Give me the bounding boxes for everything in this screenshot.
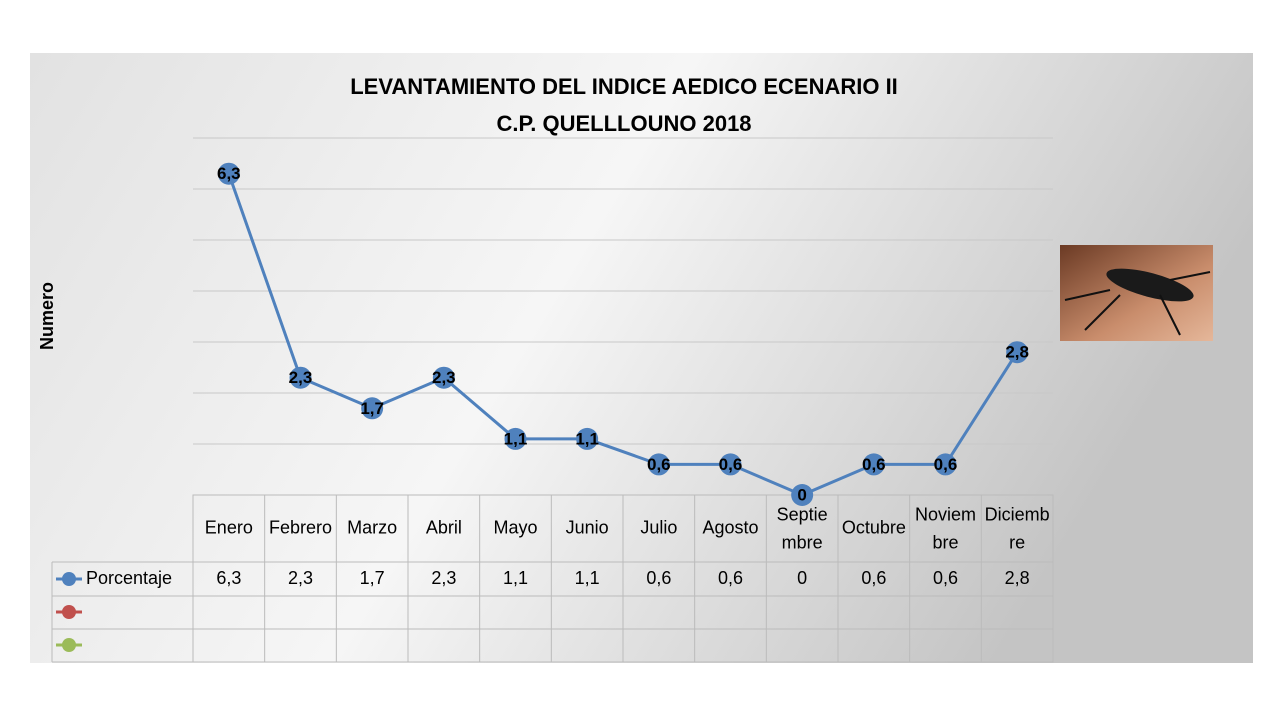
x-tick-label: Mayo (493, 517, 537, 537)
data-label: 2,3 (432, 368, 456, 387)
x-tick-label: Julio (640, 517, 677, 537)
chart-title: C.P. QUELLLOUNO 2018 (496, 111, 751, 136)
point (719, 453, 742, 476)
table-value: 0,6 (933, 568, 958, 588)
x-tick-label: Enero (205, 517, 253, 537)
table-value: 1,7 (360, 568, 385, 588)
data-label: 0,6 (862, 455, 886, 474)
legend-label: Porcentaje (86, 568, 172, 588)
x-tick-label: Octubre (842, 517, 906, 537)
mosquito-image (1060, 245, 1213, 341)
data-label: 0,6 (719, 455, 743, 474)
data-table: Enero Febrero Marzo Abril Mayo Junio Julio Agos… (51, 494, 1054, 663)
table-value: 2,3 (288, 568, 313, 588)
x-tick-label: Junio (566, 517, 609, 537)
table-value: 2,3 (431, 568, 456, 588)
table-value: 0,6 (718, 568, 743, 588)
table-value: 0 (797, 568, 807, 588)
x-tick-label: Abril (426, 517, 462, 537)
chart-title: LEVANTAMIENTO DEL INDICE AEDICO ECENARIO… (350, 74, 898, 99)
x-tick-label: Febrero (269, 517, 332, 537)
legend-marker (62, 572, 76, 586)
data-label: 1,1 (504, 429, 528, 448)
x-tick-label: Agosto (702, 517, 758, 537)
point (289, 366, 312, 389)
table-value: 2,8 (1005, 568, 1030, 588)
point (647, 453, 670, 476)
point (791, 484, 814, 506)
point (432, 366, 455, 389)
x-tick-label: Diciemb re (985, 504, 1050, 552)
data-label: 1,1 (575, 429, 599, 448)
legend-icons (56, 605, 82, 652)
data-label: 6,3 (217, 164, 241, 183)
table-value: 0,6 (861, 568, 886, 588)
x-tick-label: Noviem bre (915, 504, 976, 552)
x-tick-label: Septie mbre (777, 504, 828, 552)
data-label: 0,6 (934, 455, 958, 474)
point (217, 162, 240, 185)
table-value: 1,1 (575, 568, 600, 588)
point (934, 453, 957, 476)
data-label: 0,6 (647, 455, 671, 474)
point (504, 427, 527, 450)
point (862, 453, 885, 476)
point (576, 427, 599, 450)
point (1006, 341, 1029, 364)
point (361, 397, 384, 420)
table-value: 0,6 (646, 568, 671, 588)
data-label: 2,3 (289, 368, 313, 387)
table-value: 6,3 (216, 568, 241, 588)
x-tick-label: Marzo (347, 517, 397, 537)
data-label: 2,8 (1005, 343, 1029, 362)
chart-area (30, 53, 1253, 663)
y-axis-label: Numero (37, 282, 57, 350)
line-series (227, 173, 1019, 497)
data-label: 0 (797, 485, 806, 504)
data-label: 1,7 (360, 399, 384, 418)
table-value: 1,1 (503, 568, 528, 588)
